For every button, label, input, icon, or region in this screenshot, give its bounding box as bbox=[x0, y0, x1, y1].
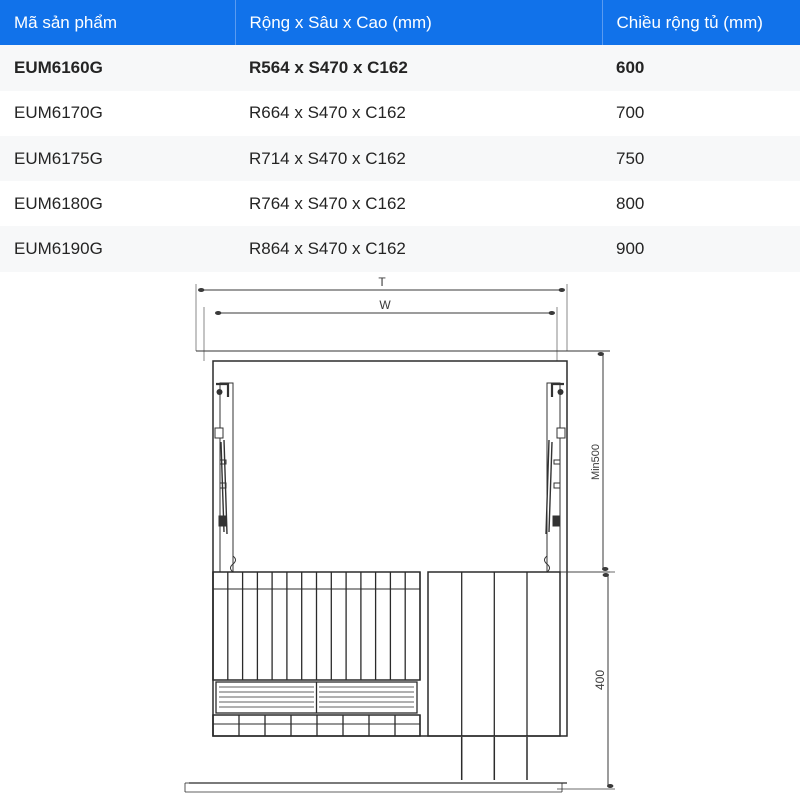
svg-text:T: T bbox=[378, 275, 386, 289]
svg-text:Min500: Min500 bbox=[590, 444, 602, 480]
svg-text:W: W bbox=[379, 298, 391, 312]
svg-text:400: 400 bbox=[593, 670, 607, 690]
